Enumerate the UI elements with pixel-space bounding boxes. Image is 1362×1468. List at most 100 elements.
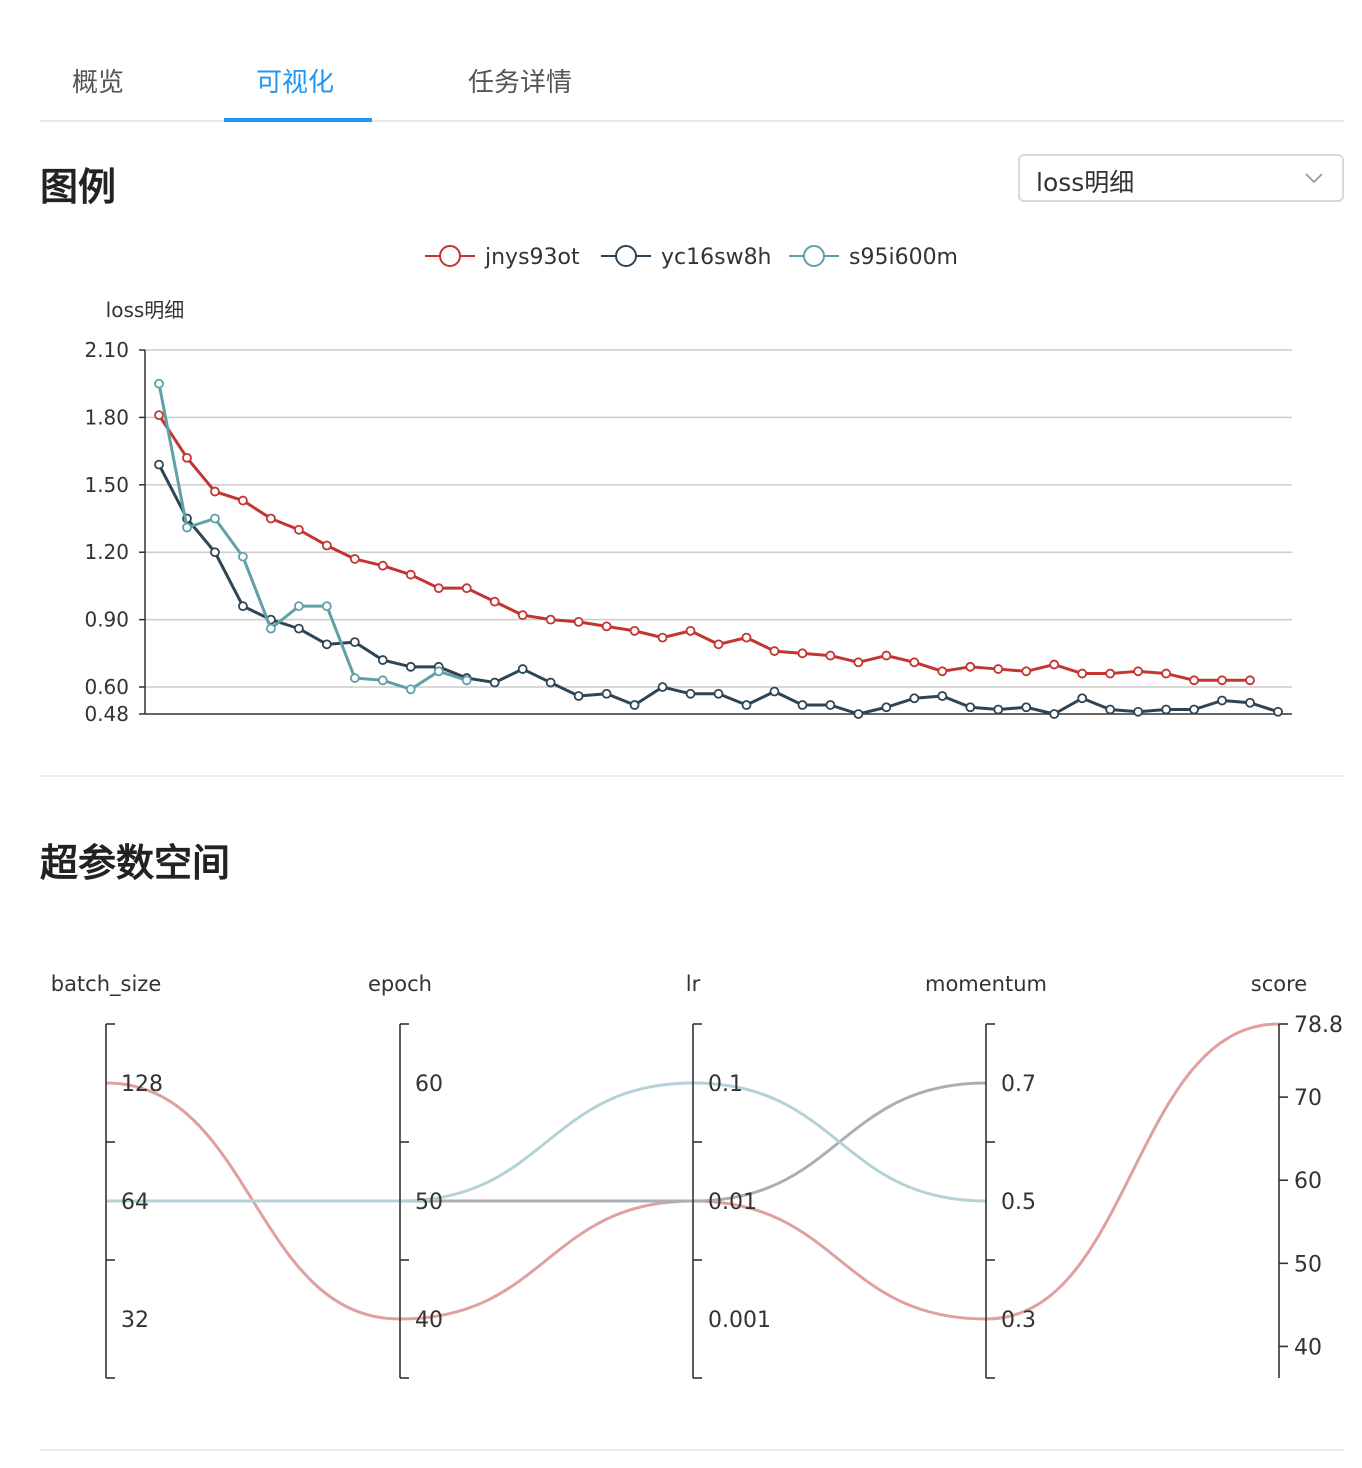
- data-point-jnys93ot[interactable]: [798, 649, 806, 657]
- data-point-yc16sw8h[interactable]: [351, 638, 359, 646]
- data-point-yc16sw8h[interactable]: [631, 701, 639, 709]
- data-point-s95i600m[interactable]: [323, 602, 331, 610]
- data-point-jnys93ot[interactable]: [882, 652, 890, 660]
- data-point-jnys93ot[interactable]: [547, 616, 555, 624]
- data-point-jnys93ot[interactable]: [770, 647, 778, 655]
- data-point-yc16sw8h[interactable]: [854, 710, 862, 718]
- hyper-section-title: 超参数空间: [40, 832, 230, 887]
- data-point-jnys93ot[interactable]: [1190, 676, 1198, 684]
- data-point-jnys93ot[interactable]: [519, 611, 527, 619]
- data-point-yc16sw8h[interactable]: [407, 663, 415, 671]
- data-point-yc16sw8h[interactable]: [547, 679, 555, 687]
- data-point-jnys93ot[interactable]: [1218, 676, 1226, 684]
- data-point-jnys93ot[interactable]: [239, 497, 247, 505]
- data-point-jnys93ot[interactable]: [295, 526, 303, 534]
- data-point-yc16sw8h[interactable]: [1022, 703, 1030, 711]
- data-point-yc16sw8h[interactable]: [239, 602, 247, 610]
- data-point-jnys93ot[interactable]: [994, 665, 1002, 673]
- data-point-jnys93ot[interactable]: [435, 584, 443, 592]
- axis-tick-label: 40: [1294, 1335, 1322, 1360]
- data-point-yc16sw8h[interactable]: [1050, 710, 1058, 718]
- data-point-s95i600m[interactable]: [463, 676, 471, 684]
- data-point-yc16sw8h[interactable]: [687, 690, 695, 698]
- data-point-jnys93ot[interactable]: [854, 658, 862, 666]
- data-point-yc16sw8h[interactable]: [1190, 706, 1198, 714]
- data-point-yc16sw8h[interactable]: [603, 690, 611, 698]
- data-point-yc16sw8h[interactable]: [491, 679, 499, 687]
- data-point-jnys93ot[interactable]: [351, 555, 359, 563]
- data-point-s95i600m[interactable]: [239, 553, 247, 561]
- legend-item-s95i600m[interactable]: s95i600m: [789, 245, 958, 270]
- data-point-s95i600m[interactable]: [211, 515, 219, 523]
- data-point-yc16sw8h[interactable]: [519, 665, 527, 673]
- data-point-yc16sw8h[interactable]: [1162, 706, 1170, 714]
- data-point-yc16sw8h[interactable]: [770, 688, 778, 696]
- axis-name: score: [1251, 972, 1307, 996]
- data-point-jnys93ot[interactable]: [407, 571, 415, 579]
- data-point-jnys93ot[interactable]: [1106, 670, 1114, 678]
- data-point-yc16sw8h[interactable]: [966, 703, 974, 711]
- parallel-axis-score: score78.870605040: [1251, 972, 1343, 1378]
- data-point-yc16sw8h[interactable]: [1218, 697, 1226, 705]
- data-point-jnys93ot[interactable]: [687, 627, 695, 635]
- data-point-yc16sw8h[interactable]: [659, 683, 667, 691]
- axis-tick-label: 32: [121, 1308, 149, 1333]
- data-point-yc16sw8h[interactable]: [938, 692, 946, 700]
- data-point-yc16sw8h[interactable]: [715, 690, 723, 698]
- data-point-yc16sw8h[interactable]: [211, 548, 219, 556]
- legend-item-yc16sw8h[interactable]: yc16sw8h: [601, 245, 772, 270]
- data-point-yc16sw8h[interactable]: [1106, 706, 1114, 714]
- data-point-jnys93ot[interactable]: [938, 667, 946, 675]
- data-point-jnys93ot[interactable]: [211, 488, 219, 496]
- data-point-jnys93ot[interactable]: [155, 411, 163, 419]
- data-point-yc16sw8h[interactable]: [882, 703, 890, 711]
- axis-tick-label: 78.8: [1294, 1013, 1343, 1038]
- data-point-jnys93ot[interactable]: [463, 584, 471, 592]
- data-point-yc16sw8h[interactable]: [1274, 708, 1282, 716]
- data-point-s95i600m[interactable]: [351, 674, 359, 682]
- axis-name: batch_size: [51, 972, 162, 997]
- data-point-jnys93ot[interactable]: [966, 663, 974, 671]
- data-point-jnys93ot[interactable]: [323, 541, 331, 549]
- data-point-jnys93ot[interactable]: [267, 515, 275, 523]
- data-point-yc16sw8h[interactable]: [1246, 699, 1254, 707]
- data-point-s95i600m[interactable]: [379, 676, 387, 684]
- data-point-jnys93ot[interactable]: [1162, 670, 1170, 678]
- data-point-yc16sw8h[interactable]: [155, 461, 163, 469]
- data-point-yc16sw8h[interactable]: [994, 706, 1002, 714]
- data-point-yc16sw8h[interactable]: [910, 694, 918, 702]
- data-point-jnys93ot[interactable]: [1246, 676, 1254, 684]
- data-point-jnys93ot[interactable]: [742, 634, 750, 642]
- data-point-s95i600m[interactable]: [435, 667, 443, 675]
- data-point-jnys93ot[interactable]: [910, 658, 918, 666]
- data-point-jnys93ot[interactable]: [491, 598, 499, 606]
- data-point-yc16sw8h[interactable]: [1078, 694, 1086, 702]
- data-point-s95i600m[interactable]: [267, 625, 275, 633]
- data-point-jnys93ot[interactable]: [183, 454, 191, 462]
- data-point-yc16sw8h[interactable]: [826, 701, 834, 709]
- data-point-jnys93ot[interactable]: [379, 562, 387, 570]
- data-point-s95i600m[interactable]: [183, 524, 191, 532]
- parallel-line[interactable]: [106, 1083, 986, 1201]
- data-point-s95i600m[interactable]: [295, 602, 303, 610]
- data-point-yc16sw8h[interactable]: [575, 692, 583, 700]
- legend-item-jnys93ot[interactable]: jnys93ot: [425, 245, 580, 270]
- data-point-jnys93ot[interactable]: [715, 640, 723, 648]
- data-point-jnys93ot[interactable]: [575, 618, 583, 626]
- data-point-jnys93ot[interactable]: [1050, 661, 1058, 669]
- data-point-jnys93ot[interactable]: [826, 652, 834, 660]
- data-point-s95i600m[interactable]: [407, 685, 415, 693]
- data-point-jnys93ot[interactable]: [631, 627, 639, 635]
- data-point-jnys93ot[interactable]: [1022, 667, 1030, 675]
- data-point-jnys93ot[interactable]: [603, 622, 611, 630]
- data-point-yc16sw8h[interactable]: [1134, 708, 1142, 716]
- data-point-yc16sw8h[interactable]: [798, 701, 806, 709]
- data-point-yc16sw8h[interactable]: [295, 625, 303, 633]
- data-point-yc16sw8h[interactable]: [379, 656, 387, 664]
- data-point-s95i600m[interactable]: [155, 380, 163, 388]
- data-point-jnys93ot[interactable]: [1078, 670, 1086, 678]
- data-point-yc16sw8h[interactable]: [323, 640, 331, 648]
- data-point-jnys93ot[interactable]: [1134, 667, 1142, 675]
- data-point-jnys93ot[interactable]: [659, 634, 667, 642]
- data-point-yc16sw8h[interactable]: [742, 701, 750, 709]
